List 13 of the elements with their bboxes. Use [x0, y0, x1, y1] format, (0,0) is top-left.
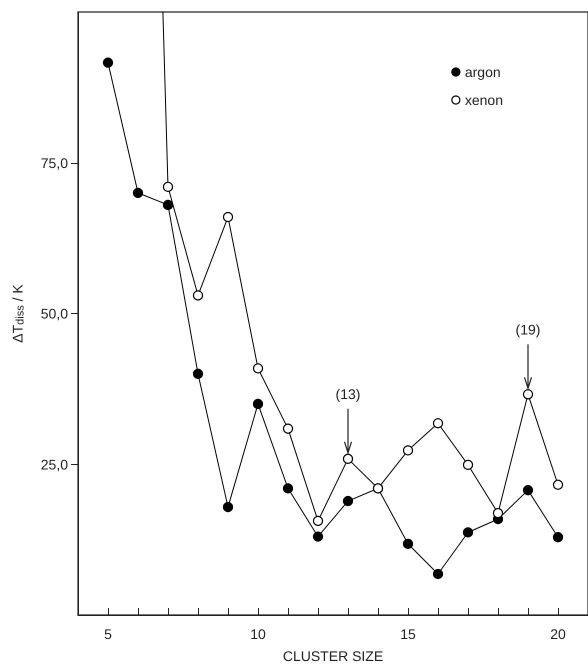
- legend-label: xenon: [464, 92, 504, 108]
- legend-label: argon: [464, 64, 501, 80]
- x-tick-label: 5: [104, 626, 112, 642]
- annotation: (13): [336, 386, 360, 402]
- y-tick-label: 50,0: [40, 306, 68, 322]
- x-axis-title: CLUSTER SIZE: [282, 648, 384, 664]
- y-tick-label: 25,0: [40, 456, 68, 472]
- x-tick-label: 15: [400, 626, 416, 642]
- x-tick-label: 10: [250, 626, 266, 642]
- annotation: (19): [516, 321, 540, 338]
- y-tick-label: 75,0: [40, 154, 68, 171]
- y-axis-title: ΔTdiss / K: [10, 284, 26, 343]
- x-tick-label: 20: [550, 626, 566, 642]
